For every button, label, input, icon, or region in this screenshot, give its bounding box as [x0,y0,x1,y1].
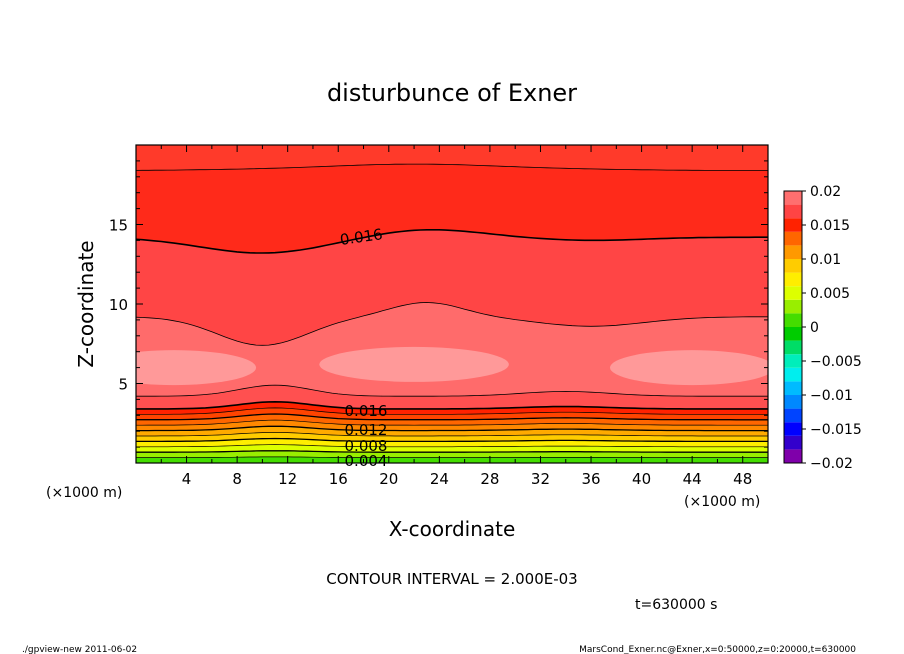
contour-line [136,444,768,448]
contour-lines [136,163,768,458]
contour-line [136,229,768,254]
colorbar-swatch [784,435,802,450]
colorbar-ticks: 0.02 0.015 0.01 0.005 0 −0.005 −0.01 −0.015 −0.0… [802,184,862,472]
footer-left: ./gpview-new 2011-06-02 [22,645,137,654]
colorbar-tick-label: 0.01 [810,252,841,268]
contour-line [136,437,768,443]
colorbar-swatch [784,191,802,205]
field-band [136,407,768,420]
colorbar-swatch [784,381,802,395]
x-tick-label: 12 [278,470,297,488]
colorbar-swatch [784,231,802,246]
colorbar-tick-label: 0.015 [810,218,850,234]
contour-labels: 0.016 0.016 0.012 0.008 0.004 [339,225,388,470]
y-unit-label: (×1000 m) [46,485,122,501]
colorbar-swatch [784,218,802,232]
x-tick-label: 32 [531,470,550,488]
x-tick-label: 8 [232,470,242,488]
contour-interval: CONTOUR INTERVAL = 2.000E-03 [326,570,577,588]
colorbar-tick-label: 0 [810,320,819,336]
contour-label: 0.004 [345,452,388,470]
colorbar-swatch [784,313,802,327]
contour-line [136,456,768,458]
colorbar-tick-label: 0.02 [810,184,841,200]
contour-line [136,425,768,432]
plot-field [136,145,768,463]
contour-label: 0.016 [339,225,384,249]
field-maximum [319,346,509,382]
contour-line [136,163,768,171]
field-band [136,401,768,415]
colorbar [783,190,803,464]
x-tick-label: 24 [430,470,449,488]
colorbar-swatch [784,245,802,259]
time-label: t=630000 s [635,597,717,613]
colorbar-swatch [784,327,802,341]
contour-line [136,432,768,437]
contour-line [136,400,768,410]
colorbar-swatch [784,272,802,287]
contour-label: 0.008 [345,437,388,455]
footer-right: MarsCond_Exner.nc@Exner,x=0:50000,z=0:20… [579,645,856,654]
colorbar-tick-label: −0.015 [810,422,862,438]
contour-line [136,407,768,415]
field-band [136,229,768,346]
contour-line [136,450,768,453]
contour-line [136,413,768,421]
colorbar-swatch [784,299,802,314]
colorbar-tick-label: 0.005 [810,286,850,302]
x-tick-label: 4 [182,470,192,488]
x-unit-label: (×1000 m) [684,494,760,510]
x-ticks: 4 8 12 16 20 24 28 32 36 40 44 48 [160,145,752,488]
x-tick-label: 28 [480,470,499,488]
contour-line [136,302,768,346]
x-tick-label: 40 [632,470,651,488]
field-band [136,432,768,442]
contour-line [136,419,768,426]
colorbar-swatch [784,286,802,300]
contour-label: 0.012 [345,421,388,439]
colorbar-swatch [784,422,802,436]
colorbar-swatch [784,449,802,463]
field-band [136,145,768,171]
colorbar-swatch [784,204,802,219]
contour-label: 0.016 [345,402,388,420]
y-tick-label: 15 [109,217,128,235]
y-tick-label: 5 [118,376,128,394]
y-tick-label: 10 [109,296,128,314]
chart-title: disturbunce of Exner [327,79,577,107]
field-band [136,414,768,426]
x-axis-label: X-coordinate [389,517,516,541]
x-tick-label: 36 [581,470,600,488]
colorbar-swatch [784,367,802,382]
x-tick-label: 16 [329,470,348,488]
field-band [136,164,768,253]
colorbar-tick-label: −0.01 [810,388,853,404]
x-tick-label: 20 [379,470,398,488]
y-ticks: 5 10 15 [109,160,768,448]
x-tick-label: 48 [733,470,752,488]
y-axis-label: Z-coordinate [74,240,98,367]
colorbar-tick-label: −0.005 [810,354,862,370]
colorbar-swatch [784,354,802,368]
field-band [136,385,768,409]
colorbar-swatch [784,259,802,273]
field-band [136,456,768,463]
colorbar-swatch [784,408,802,423]
x-tick-label: 44 [683,470,702,488]
colorbar-swatch [784,340,802,355]
field-maximum [136,350,257,386]
field-maximum [610,350,768,386]
colorbar-swatch [784,395,802,409]
contour-line [136,384,768,397]
colorbar-tick-label: −0.02 [810,456,853,472]
